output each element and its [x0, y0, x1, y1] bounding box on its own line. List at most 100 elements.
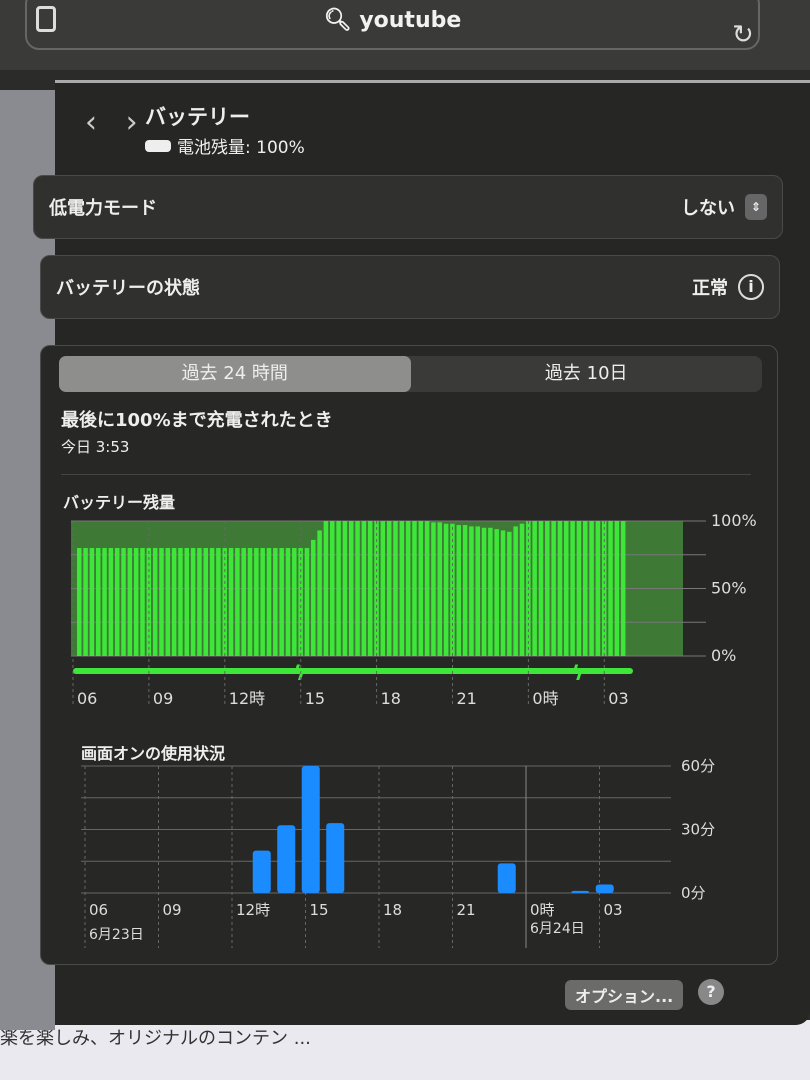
battery-bar	[513, 526, 518, 656]
reload-icon[interactable]: ↻	[732, 20, 754, 50]
last-charge-time: 今日 3:53	[61, 438, 130, 456]
battery-x-tick: 18	[381, 689, 401, 708]
battery-bar	[203, 548, 208, 656]
battery-bar	[532, 521, 537, 656]
battery-bar	[551, 521, 556, 656]
battery-health-row: バッテリーの状態 正常 i	[40, 255, 780, 319]
battery-bar	[418, 521, 424, 656]
battery-bar	[95, 548, 101, 656]
tab-10d[interactable]: 過去 10日	[544, 363, 628, 384]
battery-bar	[570, 521, 575, 656]
battery-bar	[367, 521, 373, 656]
battery-bar	[171, 548, 177, 656]
page-title: バッテリー	[145, 105, 250, 129]
battery-bar	[393, 521, 398, 656]
sidebar-icon[interactable]	[36, 6, 56, 32]
battery-x-tick: 0時	[532, 689, 558, 708]
battery-bar	[190, 548, 196, 656]
battery-bar	[178, 548, 183, 656]
battery-bar	[576, 521, 582, 656]
battery-bar	[500, 530, 506, 656]
battery-bar	[481, 527, 487, 656]
battery-bar	[108, 548, 114, 656]
battery-bar	[361, 521, 367, 656]
battery-y-tick: 0%	[711, 646, 736, 665]
page-background-text: 楽を楽しみ、オリジナルのコンテン ...	[0, 1020, 810, 1080]
low-power-row: 低電力モード しない ⇕	[33, 175, 783, 239]
battery-bar	[127, 548, 133, 656]
battery-bar	[608, 521, 613, 656]
address-bar[interactable]: 🔍︎ youtube	[25, 0, 760, 50]
battery-bar	[292, 548, 297, 656]
battery-bar	[386, 521, 392, 656]
health-value: 正常	[692, 278, 728, 299]
battery-bar	[507, 531, 512, 656]
battery-bar	[285, 548, 291, 656]
usage-y-tick: 0分	[681, 884, 706, 902]
usage-card: 過去 24 時間 過去 10日 最後に100%まで充電されたとき 今日 3:53…	[40, 345, 778, 965]
battery-bar	[462, 525, 468, 656]
battery-bar	[165, 548, 171, 656]
battery-bar	[355, 521, 360, 656]
battery-bar	[102, 548, 107, 656]
usage-x-tick: 0時	[530, 901, 555, 919]
battery-bar	[456, 525, 461, 656]
battery-bar	[424, 521, 430, 656]
battery-bar	[557, 521, 563, 656]
options-button[interactable]: オプション...	[565, 980, 684, 1010]
battery-bar	[266, 548, 272, 656]
forward-button[interactable]: ›	[125, 105, 138, 140]
date-label: 6月24日	[530, 921, 585, 937]
battery-bar	[595, 521, 601, 656]
battery-bar	[583, 521, 588, 656]
battery-bar	[380, 521, 386, 656]
usage-bar	[326, 823, 345, 893]
tab-24h[interactable]: 過去 24 時間	[59, 356, 411, 392]
battery-bar	[247, 548, 253, 656]
battery-bar	[159, 548, 164, 656]
battery-bar	[216, 548, 221, 656]
info-icon[interactable]: i	[738, 274, 764, 300]
low-power-select[interactable]: しない ⇕	[681, 194, 767, 220]
battery-bar	[519, 523, 525, 656]
usage-y-tick: 60分	[681, 757, 715, 775]
usage-x-tick: 15	[310, 901, 329, 919]
battery-bar	[140, 548, 145, 656]
battery-x-tick: 03	[608, 689, 628, 708]
low-power-label: 低電力モード	[49, 198, 157, 219]
usage-x-tick: 12時	[236, 901, 270, 919]
battery-settings-panel: ‹ › バッテリー 電池残量: 100% 低電力モード しない ⇕ バッテリーの状…	[33, 80, 810, 1025]
battery-bar	[545, 521, 550, 656]
battery-bar	[431, 522, 436, 656]
battery-bar	[494, 529, 499, 656]
battery-bar	[228, 548, 234, 656]
usage-bar	[301, 766, 320, 893]
battery-x-tick: 15	[305, 689, 325, 708]
battery-x-tick: 06	[77, 689, 97, 708]
help-button[interactable]: ?	[698, 979, 724, 1005]
battery-bar	[304, 548, 310, 656]
charts: ϟ ϟ 06 09 12時 15 18 21 0時 03 100% 50% 0% 06 09 12時 15 18 2…	[71, 511, 757, 948]
battery-bar	[469, 526, 474, 656]
battery-bar	[342, 521, 348, 656]
battery-level-text: 電池残量: 100%	[177, 138, 305, 158]
battery-bar	[311, 539, 316, 656]
battery-chart-title: バッテリー残量	[63, 493, 176, 512]
battery-bar	[273, 548, 278, 656]
battery-bar	[279, 548, 284, 656]
battery-bar	[152, 548, 158, 656]
battery-bar	[133, 548, 139, 656]
battery-bar	[323, 521, 329, 656]
battery-bar	[564, 521, 569, 656]
battery-x-tick: 09	[153, 689, 173, 708]
usage-x-tick: 06	[89, 901, 108, 919]
battery-bar	[336, 521, 341, 656]
battery-bar	[443, 523, 449, 656]
usage-chart-title: 画面オンの使用状況	[81, 744, 226, 763]
battery-bar	[254, 548, 259, 656]
usage-x-tick: 03	[604, 901, 623, 919]
battery-bar	[589, 521, 594, 656]
back-button[interactable]: ‹	[85, 105, 97, 140]
charging-bolt-icon: ϟ	[292, 661, 305, 685]
battery-bar	[184, 548, 190, 656]
